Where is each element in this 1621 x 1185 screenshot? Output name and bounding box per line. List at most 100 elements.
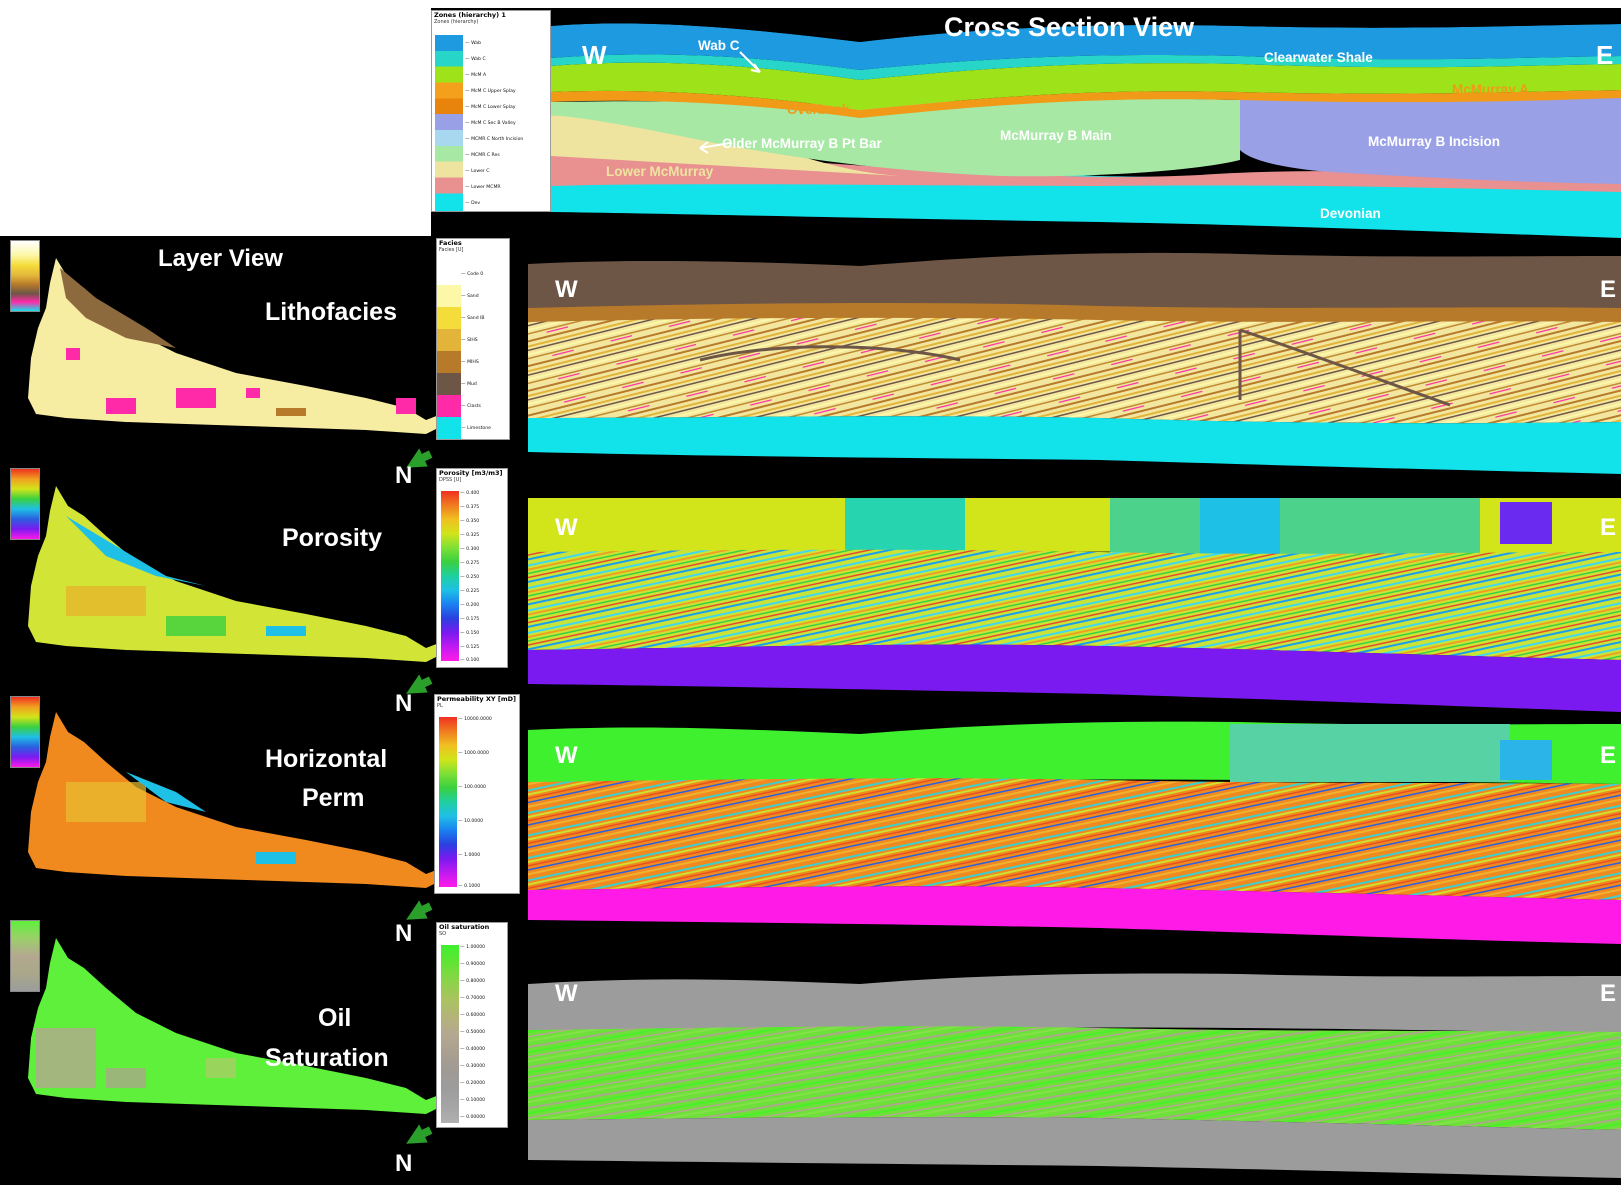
- zone-label-devonian: Devonian: [1320, 206, 1381, 221]
- porosity-tick: 0.400: [460, 491, 479, 496]
- label-horizontal-perm-2: Perm: [302, 784, 365, 813]
- porosity-colorbar: [441, 491, 459, 661]
- oil-sat-body: [528, 1026, 1621, 1130]
- porosity-tick: 0.175: [460, 617, 479, 622]
- label-oil-sat-1: Oil: [318, 1004, 351, 1033]
- perm-legend-subtitle: PL: [435, 703, 519, 709]
- zone-label-b-incision: McMurray B Incision: [1368, 134, 1500, 149]
- zones-legend-item: McM C Upper Splay: [465, 89, 516, 94]
- facies-legend-item: Clasts: [461, 404, 481, 409]
- oil-sat-tick: 0.70000: [460, 996, 485, 1001]
- perm-tick: 1000.0000: [458, 751, 489, 756]
- zones-legend-item: MCMR C North Incision: [465, 137, 523, 142]
- perm-tick: 0.1000: [458, 884, 480, 889]
- zone-label-wab-c: Wab C: [698, 38, 740, 53]
- west-label: W: [555, 514, 578, 542]
- east-label: E: [1596, 40, 1613, 71]
- oil-sat-base: [528, 1117, 1621, 1178]
- oil-sat-tick: 0.00000: [460, 1115, 485, 1120]
- zones-legend-title: Zones (hierarchy) 1: [432, 11, 550, 19]
- zone-label-b-main: McMurray B Main: [1000, 128, 1112, 143]
- east-label: E: [1600, 276, 1616, 304]
- porosity-tick: 0.200: [460, 603, 479, 608]
- oil-sat-tick: 0.90000: [460, 962, 485, 967]
- oil-sat-legend-subtitle: SO: [437, 931, 507, 937]
- porosity-tick: 0.125: [460, 645, 479, 650]
- oil-sat-legend: Oil saturation SO 1.00000 0.90000 0.8000…: [436, 922, 508, 1128]
- north-label: N: [395, 462, 412, 490]
- perm-tick: 10.0000: [458, 819, 483, 824]
- porosity-tick: 0.250: [460, 575, 479, 580]
- oil-sat-tick: 0.50000: [460, 1030, 485, 1035]
- porosity-tick: 0.150: [460, 631, 479, 636]
- oil-sat-top-band: [528, 973, 1621, 1034]
- north-label: N: [395, 690, 412, 718]
- zones-legend-swatches: [435, 35, 463, 211]
- label-porosity: Porosity: [282, 524, 382, 553]
- porosity-tick: 0.325: [460, 533, 479, 538]
- facies-legend: Facies Facies [U] Code 0 Sand Sand IB SI…: [436, 238, 510, 440]
- perm-colorbar: [439, 717, 457, 887]
- east-label: E: [1600, 980, 1616, 1008]
- facies-legend-item: MIHS: [461, 360, 479, 365]
- layer-map-lithofacies: [28, 258, 440, 434]
- porosity-legend-subtitle: DPSS [U]: [437, 477, 507, 483]
- layer-map-perm: [28, 712, 440, 888]
- zone-label-lower-mcmurray: Lower McMurray: [606, 164, 713, 179]
- west-label: W: [555, 980, 578, 1008]
- mini-legend-porosity: [10, 468, 40, 540]
- porosity-tick: 0.350: [460, 519, 479, 524]
- layer-map-oil-sat: [28, 938, 440, 1114]
- zones-legend: Zones (hierarchy) 1 Zones (hierarchy) Wa…: [431, 10, 551, 212]
- west-label: W: [555, 276, 578, 304]
- porosity-legend: Porosity [m3/m3] DPSS [U] 0.400 0.375 0.…: [436, 468, 508, 668]
- perm-tick: 1.0000: [458, 853, 480, 858]
- layer-map-porosity: [28, 486, 440, 662]
- oil-sat-tick: 0.20000: [460, 1081, 485, 1086]
- north-label: N: [395, 920, 412, 948]
- facies-legend-item: Sand IB: [461, 316, 485, 321]
- porosity-tick: 0.300: [460, 547, 479, 552]
- zones-legend-item: McM C Sec B Valley: [465, 121, 516, 126]
- zone-label-clearwater: Clearwater Shale: [1264, 50, 1373, 65]
- facies-legend-item: Mud: [461, 382, 477, 387]
- cross-section-title: Cross Section View: [944, 12, 1194, 43]
- west-label: W: [582, 40, 607, 71]
- label-oil-sat-2: Saturation: [265, 1044, 389, 1073]
- perm-tick: 10000.0000: [458, 717, 492, 722]
- facies-legend-title: Facies: [437, 239, 509, 247]
- mini-legend-lithofacies: [10, 240, 40, 312]
- oil-sat-tick: 0.60000: [460, 1013, 485, 1018]
- label-lithofacies: Lithofacies: [265, 298, 397, 327]
- porosity-legend-title: Porosity [m3/m3]: [437, 469, 507, 477]
- facies-legend-item: SIHS: [461, 338, 478, 343]
- perm-legend: Permeability XY [mD] PL 10000.0000 1000.…: [434, 694, 520, 894]
- zones-legend-item: McM A: [465, 73, 486, 78]
- zones-legend-item: Wab: [465, 41, 481, 46]
- zones-legend-subtitle: Zones (hierarchy): [432, 19, 550, 25]
- porosity-tick: 0.375: [460, 505, 479, 510]
- facies-legend-item: Sand: [461, 294, 479, 299]
- porosity-tick: 0.275: [460, 561, 479, 566]
- oil-sat-colorbar: [441, 945, 459, 1123]
- facies-legend-swatches: [437, 263, 461, 439]
- zone-label-overbank: Overbank: [787, 102, 849, 117]
- facies-legend-item: Limestone: [461, 426, 491, 431]
- perm-legend-title: Permeability XY [mD]: [435, 695, 519, 703]
- zones-legend-item: Lower C: [465, 169, 490, 174]
- east-label: E: [1600, 742, 1616, 770]
- oil-sat-tick: 0.40000: [460, 1047, 485, 1052]
- porosity-tick: 0.225: [460, 589, 479, 594]
- oil-sat-tick: 0.30000: [460, 1064, 485, 1069]
- zone-label-older-b-pt-bar: Older McMurray B Pt Bar: [722, 136, 882, 151]
- north-label: N: [395, 1150, 412, 1178]
- zones-legend-item: Lower MCMR: [465, 185, 501, 190]
- oil-sat-tick: 0.80000: [460, 979, 485, 984]
- mini-legend-perm: [10, 696, 40, 768]
- facies-legend-subtitle: Facies [U]: [437, 247, 509, 253]
- oil-sat-tick: 1.00000: [460, 945, 485, 950]
- zones-legend-item: McM C Lower Splay: [465, 105, 516, 110]
- zones-legend-item: Dev: [465, 201, 480, 206]
- porosity-tick: 0.100: [460, 658, 479, 663]
- mini-legend-oil-sat: [10, 920, 40, 992]
